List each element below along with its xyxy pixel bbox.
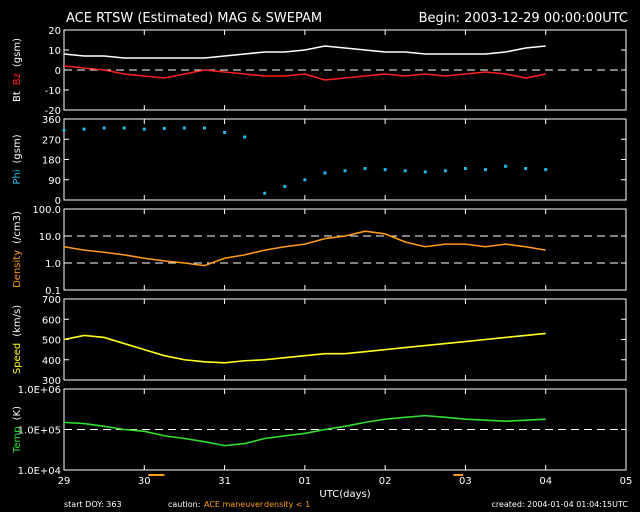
- y-axis-label-part: (km/s): [12, 305, 23, 337]
- y-axis-label: Bt Bz (gsm): [12, 38, 23, 102]
- y-tick-label: 300: [42, 376, 61, 387]
- data-point: [303, 178, 307, 182]
- data-point: [544, 168, 548, 172]
- x-tick-label: 31: [218, 476, 231, 487]
- y-tick-label: 10: [48, 46, 61, 57]
- y-axis-label-part: Speed: [12, 343, 23, 374]
- data-point: [383, 168, 387, 172]
- caution-label: caution:: [168, 500, 200, 509]
- y-tick-label: 180: [42, 156, 61, 167]
- density-note: density < 1: [264, 500, 310, 509]
- data-point: [182, 126, 186, 130]
- y-tick-label: 400: [42, 356, 61, 367]
- x-axis-title: UTC(days): [319, 489, 370, 500]
- y-axis-label: Density (/cm3): [12, 211, 23, 288]
- y-tick-label: 360: [42, 115, 61, 126]
- y-axis-label: Phi (gsm): [12, 134, 23, 184]
- data-point: [363, 167, 367, 170]
- data-point: [223, 131, 227, 134]
- data-point: [142, 127, 146, 131]
- y-tick-label: 0: [55, 66, 61, 77]
- y-tick-label: 10.0: [39, 232, 61, 243]
- y-tick-label: 1.0: [45, 259, 61, 270]
- y-axis-label: Temp (K): [12, 406, 23, 454]
- y-tick-label: 500: [42, 336, 61, 347]
- data-point: [443, 169, 447, 173]
- y-axis-label-part: Density: [12, 250, 23, 288]
- x-axis: 29 30 31 01 02 03 04 05: [58, 474, 633, 487]
- panel-phi: 0 90 180 270 360 Phi (gsm): [12, 115, 627, 207]
- start-doy: start DOY: 363: [64, 500, 122, 509]
- y-axis-label-part: (K): [12, 406, 23, 420]
- series-bz: [63, 65, 546, 81]
- y-axis-label-part: Phi: [12, 169, 23, 184]
- data-point: [343, 169, 347, 173]
- y-tick-label: 0.1: [45, 286, 61, 297]
- data-point: [504, 164, 508, 168]
- data-point: [122, 126, 126, 130]
- panel-frame: [63, 208, 627, 291]
- y-tick-label: 1.0E+06: [18, 385, 61, 396]
- panel-temp: 1.0E+04 1.0E+05 1.0E+06 Temp (K): [12, 385, 627, 477]
- y-axis-label-part: (/cm3): [12, 211, 23, 244]
- y-tick-label: 1.0E+05: [18, 426, 61, 437]
- x-tick-label: 05: [620, 476, 633, 487]
- panels: -20 -10 0 10 20 Bt Bz (gsm) 0 90 180 270 360 Phi (gsm)…: [12, 26, 627, 477]
- data-point: [82, 127, 86, 131]
- x-tick-label: 01: [298, 476, 311, 487]
- y-tick-label: 700: [42, 295, 61, 306]
- x-tick-label: 03: [459, 476, 472, 487]
- data-point: [102, 126, 106, 130]
- y-tick-label: 90: [48, 176, 61, 187]
- data-point: [484, 168, 487, 172]
- panel-frame: [63, 118, 627, 201]
- panel-frame: [63, 298, 627, 381]
- y-tick-label: 20: [48, 26, 61, 37]
- data-point: [62, 128, 66, 132]
- y-tick-label: -10: [45, 86, 61, 97]
- y-axis-label: Speed (km/s): [12, 305, 23, 374]
- y-axis-label-part: Bt: [12, 91, 23, 102]
- data-point: [243, 135, 247, 139]
- y-axis-label-part: Temp: [12, 426, 23, 454]
- maneuver-note: ACE maneuver: [204, 500, 264, 509]
- y-axis-label-part: (gsm): [12, 38, 23, 67]
- chart-title: ACE RTSW (Estimated) MAG & SWEPAM: [66, 11, 322, 26]
- data-point: [263, 191, 267, 195]
- data-point: [403, 169, 407, 173]
- data-point: [463, 167, 467, 170]
- begin-timestamp: Begin: 2003-12-29 00:00:00UTC: [419, 11, 628, 26]
- created-timestamp: created: 2004-01-04 01:04:15UTC: [491, 500, 628, 509]
- y-tick-label: 270: [42, 135, 61, 146]
- x-tick-label: 04: [539, 476, 552, 487]
- data-point: [283, 185, 287, 188]
- y-tick-label: 1.0E+04: [18, 466, 61, 477]
- y-tick-label: -20: [45, 106, 61, 117]
- data-point: [323, 171, 327, 175]
- x-tick-label: 02: [379, 476, 392, 487]
- panel-mag: -20 -10 0 10 20 Bt Bz (gsm): [12, 26, 627, 117]
- y-tick-label: 100.0: [32, 205, 61, 216]
- y-axis-label-part: (gsm): [12, 134, 23, 163]
- y-tick-label: 0: [55, 196, 61, 207]
- series-phi: [62, 126, 548, 195]
- panel-speed: 300 400 500 600 700 Speed (km/s): [12, 295, 627, 387]
- series-speed: [63, 332, 546, 364]
- data-point: [524, 167, 528, 170]
- series-density: [63, 230, 546, 267]
- x-tick-label: 30: [138, 476, 151, 487]
- y-tick-label: 600: [42, 315, 61, 326]
- data-point: [203, 126, 206, 130]
- panel-density: 0.1 1.0 10.0 100.0 Density (/cm3): [12, 205, 627, 297]
- series-temp: [63, 414, 546, 447]
- y-axis-label-part: Bz: [12, 73, 23, 85]
- x-tick-label: 29: [58, 476, 71, 487]
- series-bt: [63, 45, 546, 59]
- data-point: [423, 170, 427, 174]
- data-point: [162, 126, 166, 130]
